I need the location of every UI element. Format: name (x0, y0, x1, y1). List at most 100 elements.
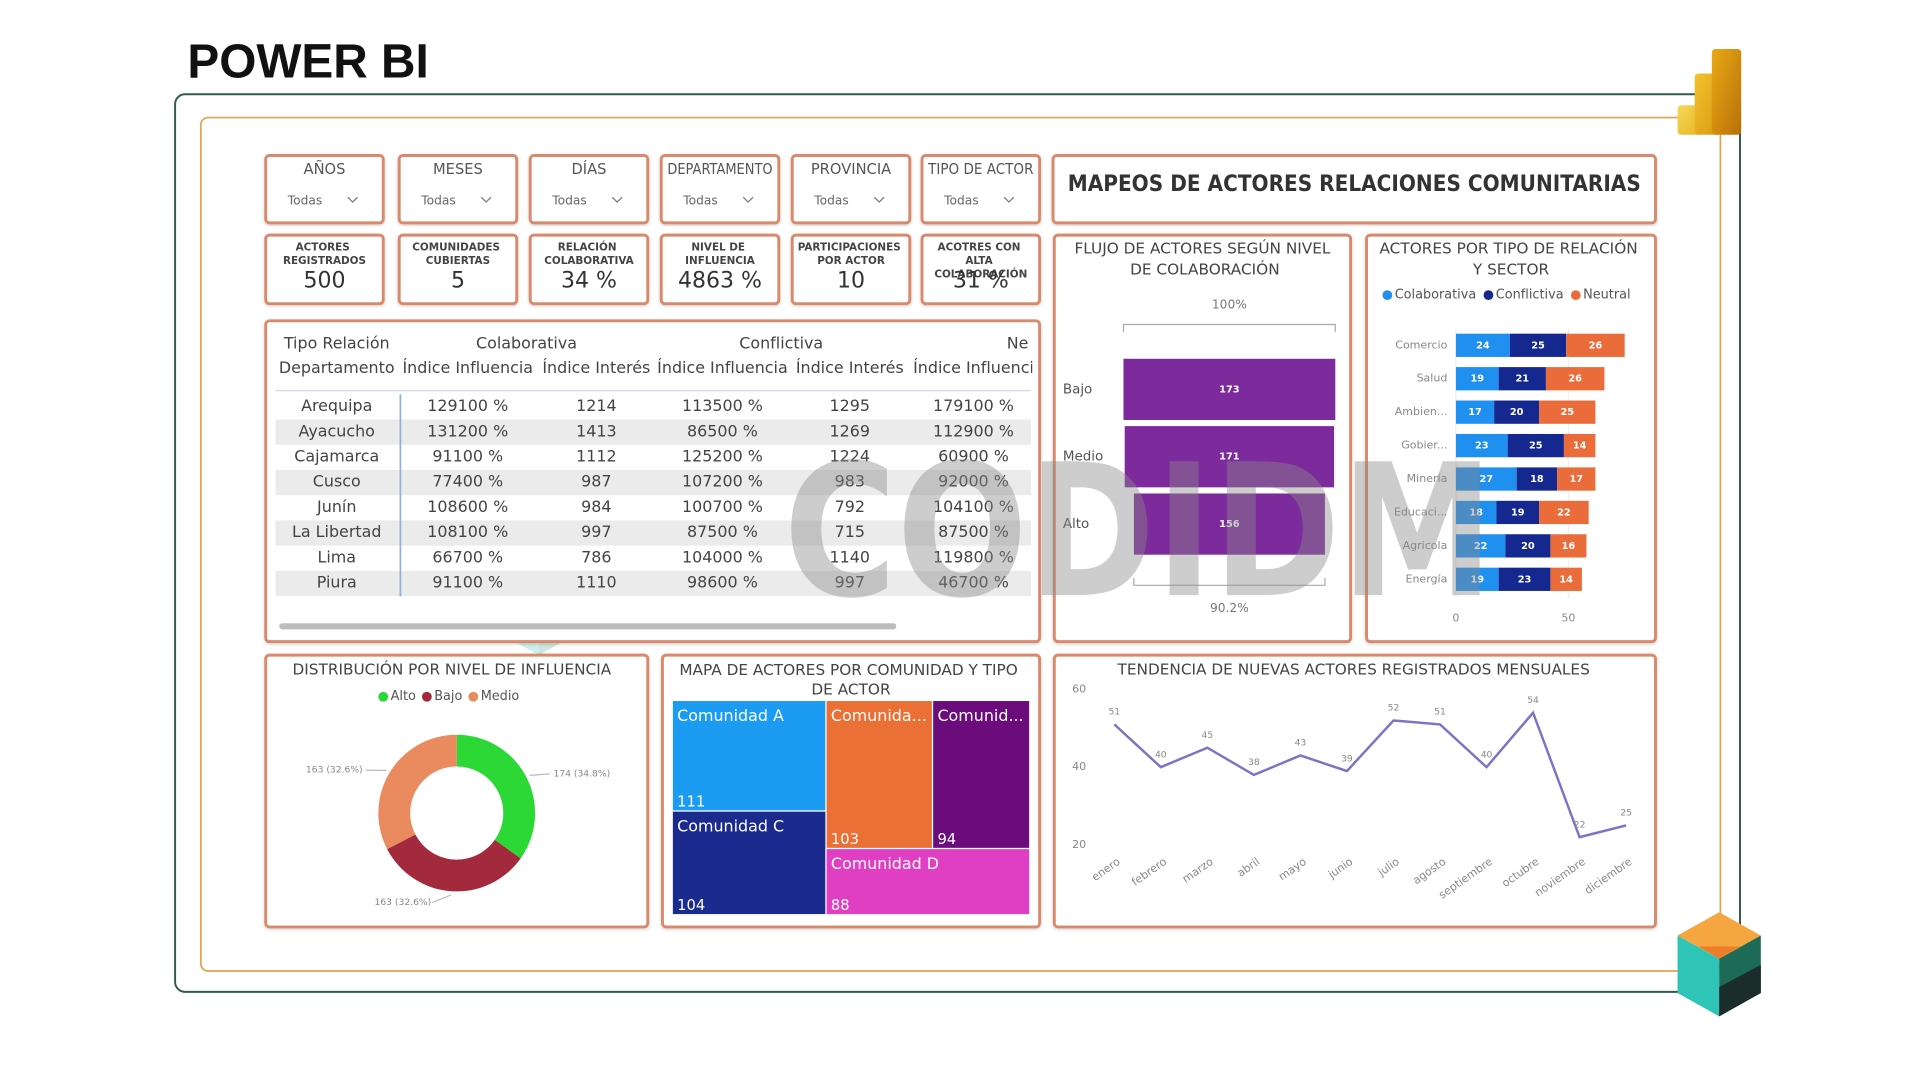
kpi-label: COMUNIDADES CUBIERTAS (412, 241, 503, 266)
value-label: 174 (34.8%) (553, 768, 610, 779)
card (790, 154, 912, 225)
group-header: Ne (1007, 334, 1029, 353)
legend-label: Bajo (434, 689, 462, 704)
table-cell: 46700 % (938, 573, 1009, 592)
table-cell: 179100 % (933, 396, 1014, 415)
tile-label: Comunidad C (677, 816, 784, 835)
value-label: 20 (1521, 541, 1535, 552)
data-label: 43 (1295, 738, 1307, 749)
table-cell: 1110 (576, 573, 616, 592)
kpi-value: 34 % (561, 269, 617, 294)
category-label: Agricola (1403, 539, 1448, 552)
kpi-label: PARTICIPACIONES POR ACTOR (798, 241, 905, 266)
card (397, 233, 519, 306)
kpi-value: 10 (837, 269, 865, 294)
watermark: CODIDM (784, 426, 1494, 639)
value-label: 14 (1573, 441, 1587, 452)
card (264, 653, 650, 929)
value-label: 20 (1510, 407, 1524, 418)
filter-value[interactable]: Todas (287, 193, 323, 207)
donut-slice (456, 734, 536, 859)
data-label: 52 (1388, 703, 1400, 714)
bar-segment (1509, 333, 1567, 357)
bar-segment (1505, 534, 1551, 558)
legend-label: Neutral (1583, 288, 1630, 303)
outer-frame (174, 93, 1741, 993)
kpi-value: 500 (303, 269, 345, 294)
x-tick-label: 0 (1452, 611, 1459, 624)
table-cell: 984 (581, 497, 611, 516)
data-label: 54 (1527, 695, 1539, 706)
chart-title: TENDENCIA DE NUEVAS ACTORES REGISTRADOS … (1117, 660, 1590, 678)
filter-label: MESES (433, 161, 483, 178)
value-label: 23 (1518, 574, 1532, 585)
row-band (275, 520, 1032, 546)
value-label: 25 (1560, 407, 1574, 418)
filter-value[interactable]: Todas (682, 193, 718, 207)
table-cell: 131200 % (427, 421, 508, 440)
dropdown-chevron (347, 196, 358, 203)
treemap-tile (671, 810, 827, 916)
y-tick-label: 40 (1072, 760, 1086, 773)
kpi-value: 5 (451, 269, 465, 294)
value-label: 19 (1470, 374, 1484, 385)
data-label: 45 (1202, 730, 1214, 741)
leader-line (432, 894, 452, 904)
bar-segment (1550, 567, 1582, 591)
bar-segment (1566, 333, 1625, 357)
dashboard-title: MAPEOS DE ACTORES RELACIONES COMUNITARIA… (1068, 172, 1641, 197)
chart-title: MAPA DE ACTORES POR COMUNIDAD Y TIPO DE … (679, 660, 1022, 698)
tile-value: 88 (831, 897, 850, 914)
column-header: Índice Interés (542, 358, 650, 377)
row-band (275, 469, 1032, 496)
category-label: Alto (1063, 517, 1089, 532)
table-cell: 792 (835, 497, 865, 516)
table-cell: 1140 (830, 547, 870, 566)
table-cell: 1413 (576, 421, 616, 440)
treemap-tile (671, 699, 827, 812)
table-cell: 92000 % (938, 472, 1009, 491)
treemap-tile (825, 699, 934, 850)
table-cell: 983 (835, 472, 865, 491)
filter-value[interactable]: Todas (551, 193, 587, 207)
bar-segment (1455, 500, 1497, 525)
filter-label: AÑOS (304, 161, 346, 178)
table-cell: Arequipa (301, 396, 372, 415)
table-cell: Junín (316, 497, 356, 516)
value-label: 171 (1219, 452, 1240, 463)
value-label: 18 (1530, 474, 1544, 485)
bar-segment (1455, 367, 1499, 391)
tile-label: Comunida... (831, 706, 927, 725)
value-label: 22 (1474, 541, 1488, 552)
legend-label: Conflictiva (1496, 288, 1564, 303)
column-header: Índice Influenci (913, 358, 1034, 377)
legend-label: Medio (481, 689, 520, 704)
table-cell: 119800 % (933, 547, 1014, 566)
dropdown-chevron (1003, 196, 1015, 203)
table-cell: 997 (581, 522, 611, 541)
legend-marker (1382, 290, 1393, 300)
value-label: 18 (1469, 507, 1483, 518)
filter-value[interactable]: Todas (420, 193, 456, 207)
tile-value: 94 (937, 831, 956, 848)
card (528, 154, 650, 225)
card (528, 233, 650, 306)
data-label: 51 (1434, 707, 1446, 718)
table-cell: 66700 % (432, 547, 503, 566)
card (397, 154, 519, 225)
filter-label: PROVINCIA (811, 161, 891, 178)
filter-value[interactable]: Todas (943, 193, 979, 207)
table-cell: Ayacucho (299, 421, 375, 440)
bar-segment (1494, 400, 1540, 424)
bar-segment (1455, 433, 1508, 458)
filter-label: DEPARTAMENTO (667, 161, 772, 178)
table-cell: 91100 % (432, 446, 503, 465)
row-band (275, 419, 1032, 445)
cube-logo (1677, 912, 1761, 1017)
table-cell: 108100 % (427, 522, 508, 541)
table-cell: 91100 % (432, 573, 503, 592)
filter-value[interactable]: Todas (813, 193, 849, 207)
treemap-tile (931, 699, 1031, 850)
table-cell: 1269 (830, 421, 870, 440)
value-label: 156 (1219, 519, 1240, 530)
